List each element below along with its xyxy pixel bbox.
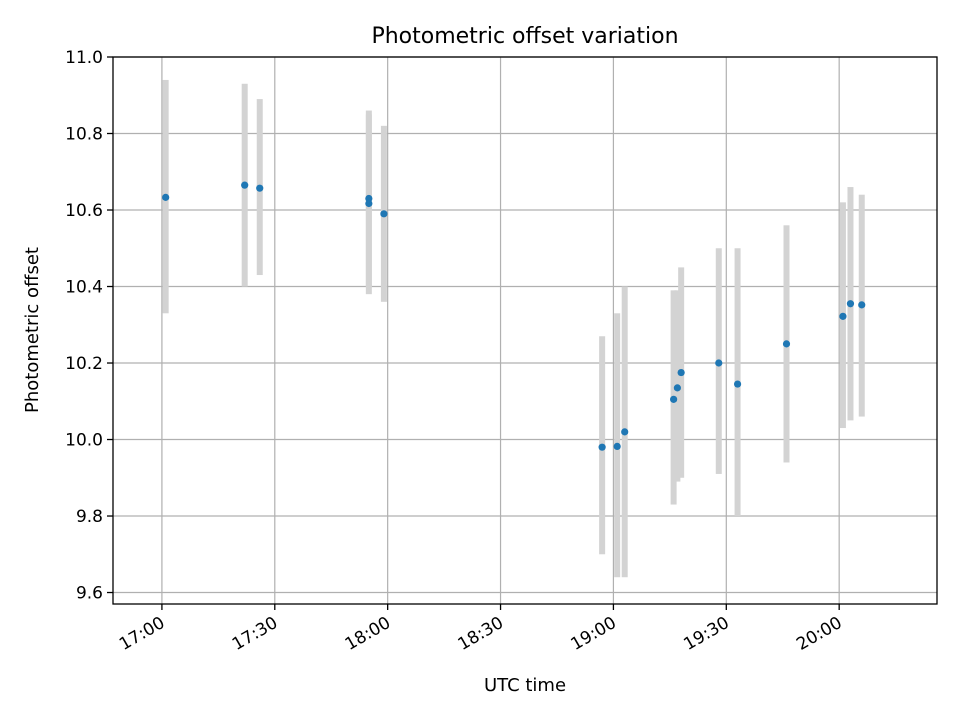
y-tick-label: 9.6 — [76, 584, 103, 604]
data-point — [782, 340, 791, 348]
data-point — [673, 384, 681, 392]
data-point — [256, 184, 264, 192]
data-point — [365, 199, 373, 208]
data-points — [162, 181, 866, 451]
data-point — [598, 443, 606, 451]
data-point — [365, 194, 373, 203]
grid — [113, 56, 937, 604]
y-ticks: 9.6 9.8 10.0 10.2 10.4 10.6 10.8 11.0 — [65, 48, 113, 604]
y-tick-label: 10.4 — [65, 278, 103, 298]
x-tick-label: 20:00 — [793, 613, 845, 655]
y-tick-label: 10.8 — [65, 125, 103, 145]
data-point — [621, 428, 629, 436]
y-tick-label: 9.8 — [76, 507, 103, 527]
error-bars — [162, 79, 865, 578]
y-tick-label: 10.6 — [65, 201, 103, 221]
x-tick-label: 19:30 — [680, 613, 732, 655]
y-axis-label: Photometric offset — [22, 247, 43, 413]
x-tick-label: 18:00 — [342, 613, 394, 655]
data-point — [677, 368, 685, 377]
data-point — [241, 181, 249, 189]
plot-frame — [112, 56, 938, 605]
data-point — [858, 301, 866, 309]
x-ticks: 17:00 17:30 18:00 18:30 19:00 19:30 20:00 — [116, 604, 846, 655]
data-point — [733, 380, 742, 388]
data-point — [380, 210, 388, 218]
data-point — [670, 395, 678, 403]
data-point — [839, 312, 847, 320]
x-axis-label: UTC time — [484, 675, 566, 696]
data-point — [715, 359, 723, 367]
x-tick-label: 19:00 — [567, 613, 619, 655]
data-point — [162, 193, 170, 201]
y-tick-label: 11.0 — [65, 48, 103, 68]
y-tick-label: 10.0 — [65, 431, 103, 451]
data-point — [846, 300, 855, 308]
data-point — [613, 442, 621, 451]
x-tick-label: 18:30 — [455, 613, 507, 655]
x-tick-label: 17:30 — [229, 613, 281, 655]
y-tick-label: 10.2 — [65, 354, 103, 374]
chart-title: Photometric offset variation — [371, 24, 678, 49]
x-tick-label: 17:00 — [116, 613, 168, 655]
